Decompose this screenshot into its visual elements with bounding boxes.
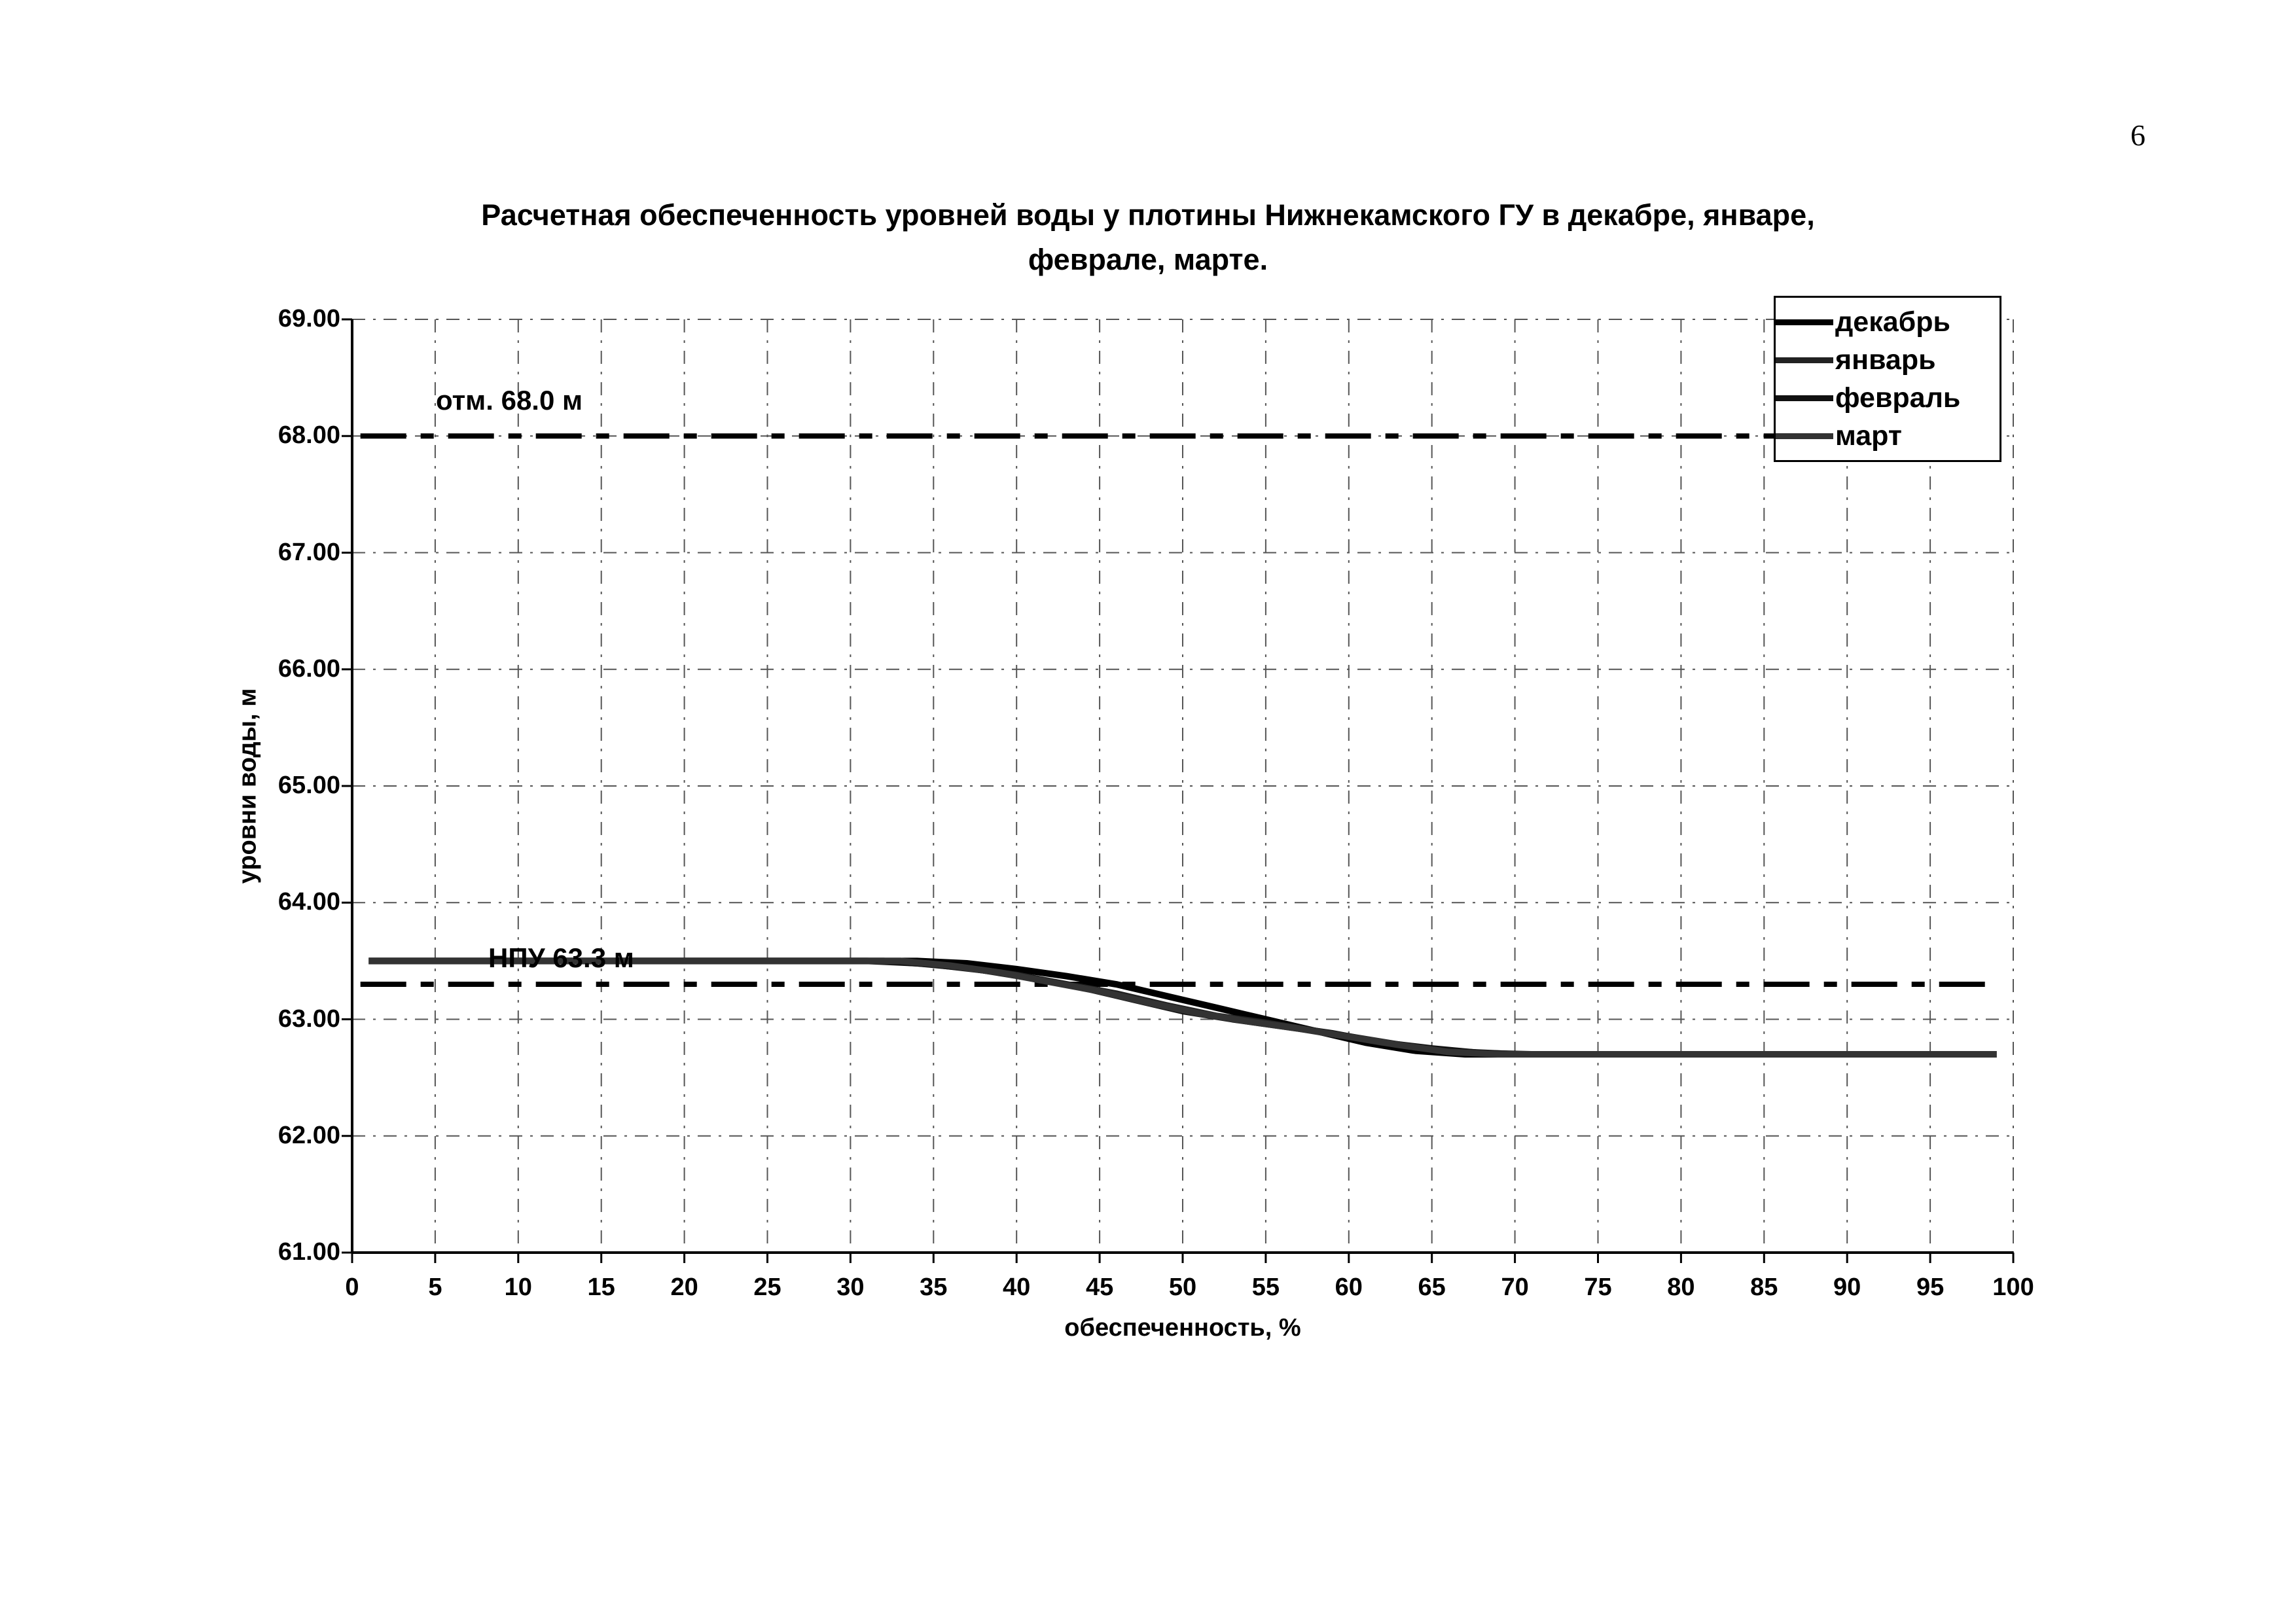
- x-tick-label: 15: [587, 1274, 615, 1301]
- y-tick-label: 65.00: [278, 772, 340, 799]
- legend-item-4: март: [1776, 417, 2000, 455]
- x-tick-label: 95: [1916, 1274, 1945, 1301]
- y-tick-label: 62.00: [278, 1121, 340, 1149]
- x-tick-label: 85: [1750, 1274, 1778, 1301]
- x-tick-label: 65: [1418, 1274, 1446, 1301]
- legend-item-1: декабрь: [1776, 303, 2000, 341]
- legend-label: декабрь: [1835, 306, 1950, 338]
- x-tick-label: 60: [1335, 1274, 1363, 1301]
- x-tick-label: 80: [1667, 1274, 1695, 1301]
- legend: декабрь январь февраль март: [1774, 296, 2001, 462]
- x-tick-label: 75: [1584, 1274, 1612, 1301]
- x-tick-label: 40: [1003, 1274, 1031, 1301]
- legend-line-sample: [1776, 395, 1833, 401]
- x-tick-label: 70: [1501, 1274, 1529, 1301]
- legend-line-sample: [1776, 433, 1833, 439]
- y-tick-label: 67.00: [278, 538, 340, 566]
- page-number: 6: [2130, 118, 2145, 152]
- x-tick-label: 5: [428, 1274, 442, 1301]
- annotation-npu-63-3: НПУ 63.3 м: [488, 942, 634, 973]
- x-tick-label: 0: [345, 1274, 359, 1301]
- legend-line-sample: [1776, 357, 1833, 363]
- legend-label: январь: [1835, 344, 1936, 376]
- x-tick-label: 90: [1833, 1274, 1861, 1301]
- chart-title-line1: Расчетная обеспеченность уровней воды у …: [481, 198, 1815, 232]
- chart-title: Расчетная обеспеченность уровней воды у …: [0, 193, 2296, 281]
- x-tick-label: 25: [753, 1274, 781, 1301]
- plot-area: отм. 68.0 м НПУ 63.3 м: [342, 318, 2015, 1263]
- chart-canvas: [342, 318, 2015, 1263]
- x-tick-label: 10: [504, 1274, 532, 1301]
- x-tick-label: 20: [670, 1274, 698, 1301]
- x-axis-title: обеспеченность, %: [1064, 1314, 1301, 1342]
- y-tick-label: 69.00: [278, 305, 340, 332]
- legend-item-3: февраль: [1776, 379, 2000, 417]
- x-tick-label: 100: [1992, 1274, 2034, 1301]
- x-tick-label: 30: [836, 1274, 865, 1301]
- y-tick-label: 68.00: [278, 421, 340, 450]
- annotation-elevation-68: отм. 68.0 м: [436, 385, 583, 416]
- legend-label: март: [1835, 419, 1902, 452]
- y-tick-label: 61.00: [278, 1238, 340, 1266]
- x-tick-label: 50: [1168, 1274, 1197, 1301]
- series-line-март: [368, 957, 1997, 1058]
- x-tick-label: 45: [1085, 1274, 1114, 1301]
- legend-label: февраль: [1835, 382, 1961, 414]
- y-tick-label: 64.00: [278, 888, 340, 916]
- chart-title-line2: феврале, марте.: [1028, 242, 1268, 276]
- y-tick-label: 66.00: [278, 654, 340, 683]
- y-tick-label: 63.00: [278, 1005, 340, 1033]
- legend-item-2: январь: [1776, 341, 2000, 379]
- legend-line-sample: [1776, 319, 1833, 325]
- x-tick-label: 55: [1251, 1274, 1280, 1301]
- x-tick-label: 35: [920, 1274, 948, 1301]
